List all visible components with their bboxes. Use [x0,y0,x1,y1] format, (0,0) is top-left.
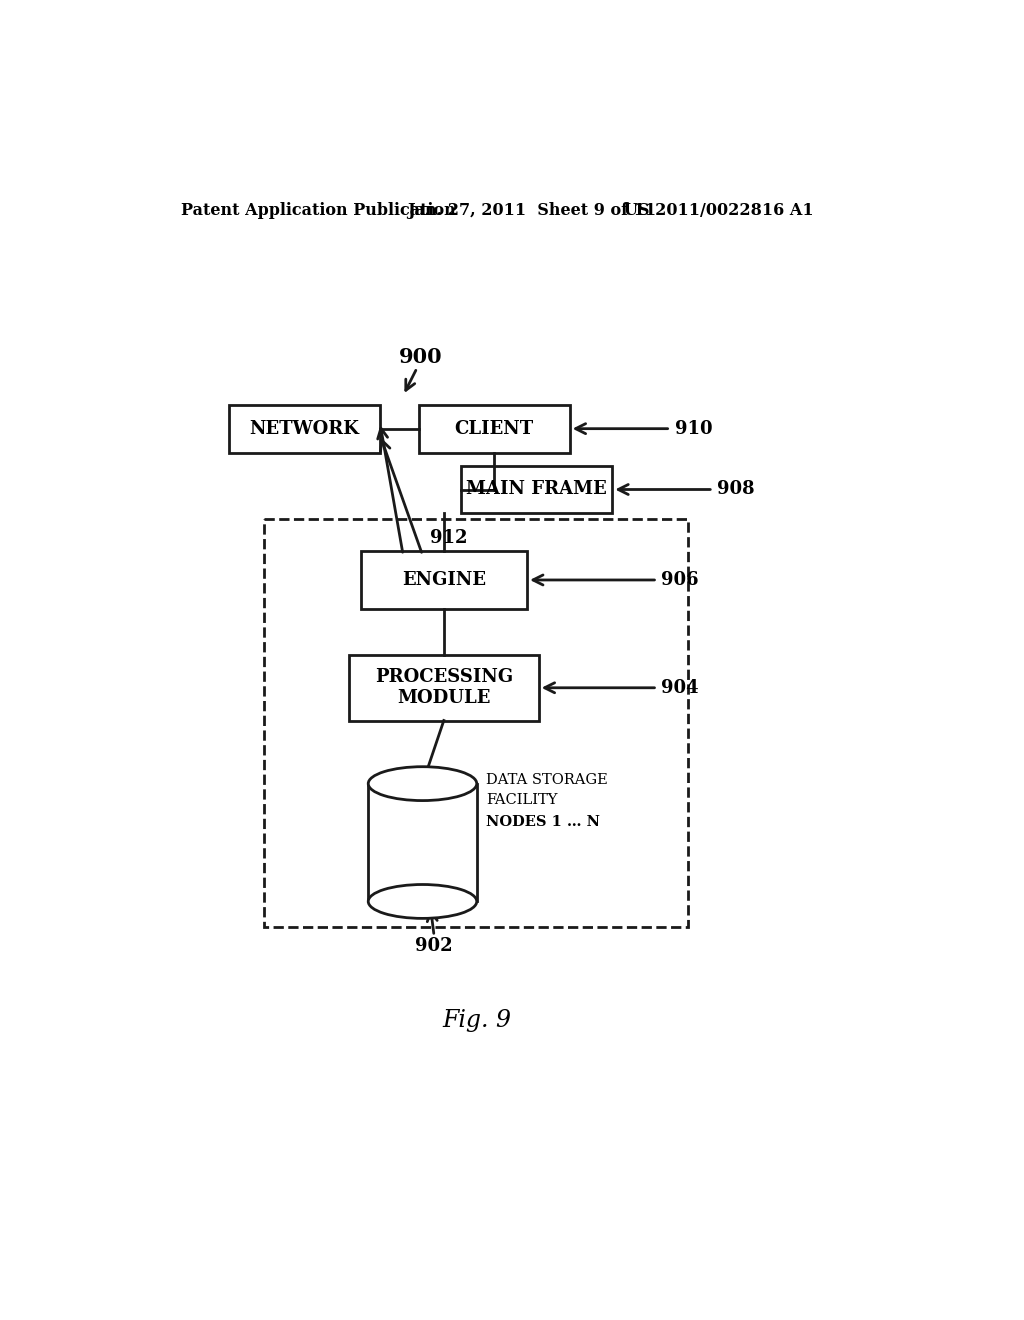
Bar [263,519,688,927]
Ellipse shape [369,767,477,800]
Ellipse shape [369,884,477,919]
Text: 904: 904 [662,678,698,697]
Text: US 2011/0022816 A1: US 2011/0022816 A1 [624,202,814,219]
Text: Patent Application Publication: Patent Application Publication [180,202,456,219]
Bar [228,405,380,453]
Bar [419,405,569,453]
Text: 902: 902 [415,937,453,956]
Text: 908: 908 [717,480,755,499]
Text: NETWORK: NETWORK [250,420,359,438]
Text: MAIN FRAME: MAIN FRAME [467,480,607,499]
Text: 900: 900 [399,347,442,367]
Text: 912: 912 [430,529,468,546]
Text: 906: 906 [662,572,698,589]
Text: Jan. 27, 2011  Sheet 9 of 11: Jan. 27, 2011 Sheet 9 of 11 [407,202,656,219]
Text: CLIENT: CLIENT [455,420,534,438]
Text: NODES 1 … N: NODES 1 … N [486,816,600,829]
Text: DATA STORAGE
FACILITY: DATA STORAGE FACILITY [486,774,608,807]
Bar [349,655,539,721]
Text: ENGINE: ENGINE [401,572,485,589]
Text: Fig. 9: Fig. 9 [442,1010,511,1032]
Bar [461,466,612,512]
Bar [360,552,527,609]
Text: 910: 910 [675,420,713,438]
Text: PROCESSING
MODULE: PROCESSING MODULE [375,668,513,708]
